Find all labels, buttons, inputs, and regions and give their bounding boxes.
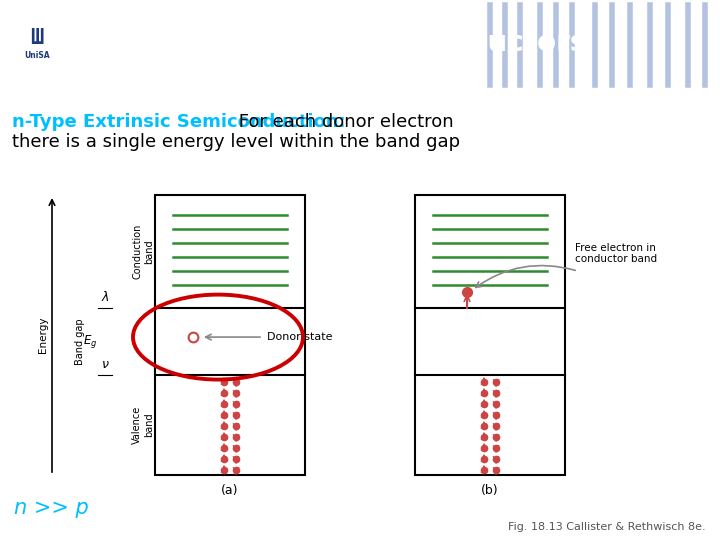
Text: Valence
band: Valence band [132, 406, 154, 444]
Text: Extrinsic semiconductors: Extrinsic semiconductors [193, 29, 587, 57]
Text: University of: University of [15, 77, 59, 83]
Text: there is a single energy level within the band gap: there is a single energy level within th… [12, 133, 460, 151]
Text: South Australia: South Australia [10, 84, 64, 90]
Text: Free electron in
conductor band: Free electron in conductor band [575, 242, 657, 264]
Text: Energy: Energy [38, 317, 48, 353]
Text: Donor state: Donor state [267, 332, 333, 342]
Text: n-Type Extrinsic Semiconduction:: n-Type Extrinsic Semiconduction: [12, 113, 346, 131]
FancyBboxPatch shape [10, 13, 65, 75]
Text: $\lambda$: $\lambda$ [101, 290, 109, 304]
Bar [155, 195, 305, 475]
Text: Ш: Ш [30, 28, 44, 48]
Text: Conduction
band: Conduction band [132, 224, 154, 279]
Text: $E_g$: $E_g$ [83, 333, 97, 350]
Text: For each donor electron: For each donor electron [233, 113, 454, 131]
Text: $\nu$: $\nu$ [101, 358, 109, 371]
Bar [415, 195, 565, 475]
Text: (a): (a) [221, 483, 239, 496]
Text: UniSA: UniSA [24, 51, 50, 59]
Text: (b): (b) [481, 483, 499, 496]
Text: n >> p: n >> p [14, 498, 89, 518]
Text: Fig. 18.13 Callister & Rethwisch 8e.: Fig. 18.13 Callister & Rethwisch 8e. [508, 522, 706, 532]
Text: Band gap: Band gap [75, 318, 85, 365]
